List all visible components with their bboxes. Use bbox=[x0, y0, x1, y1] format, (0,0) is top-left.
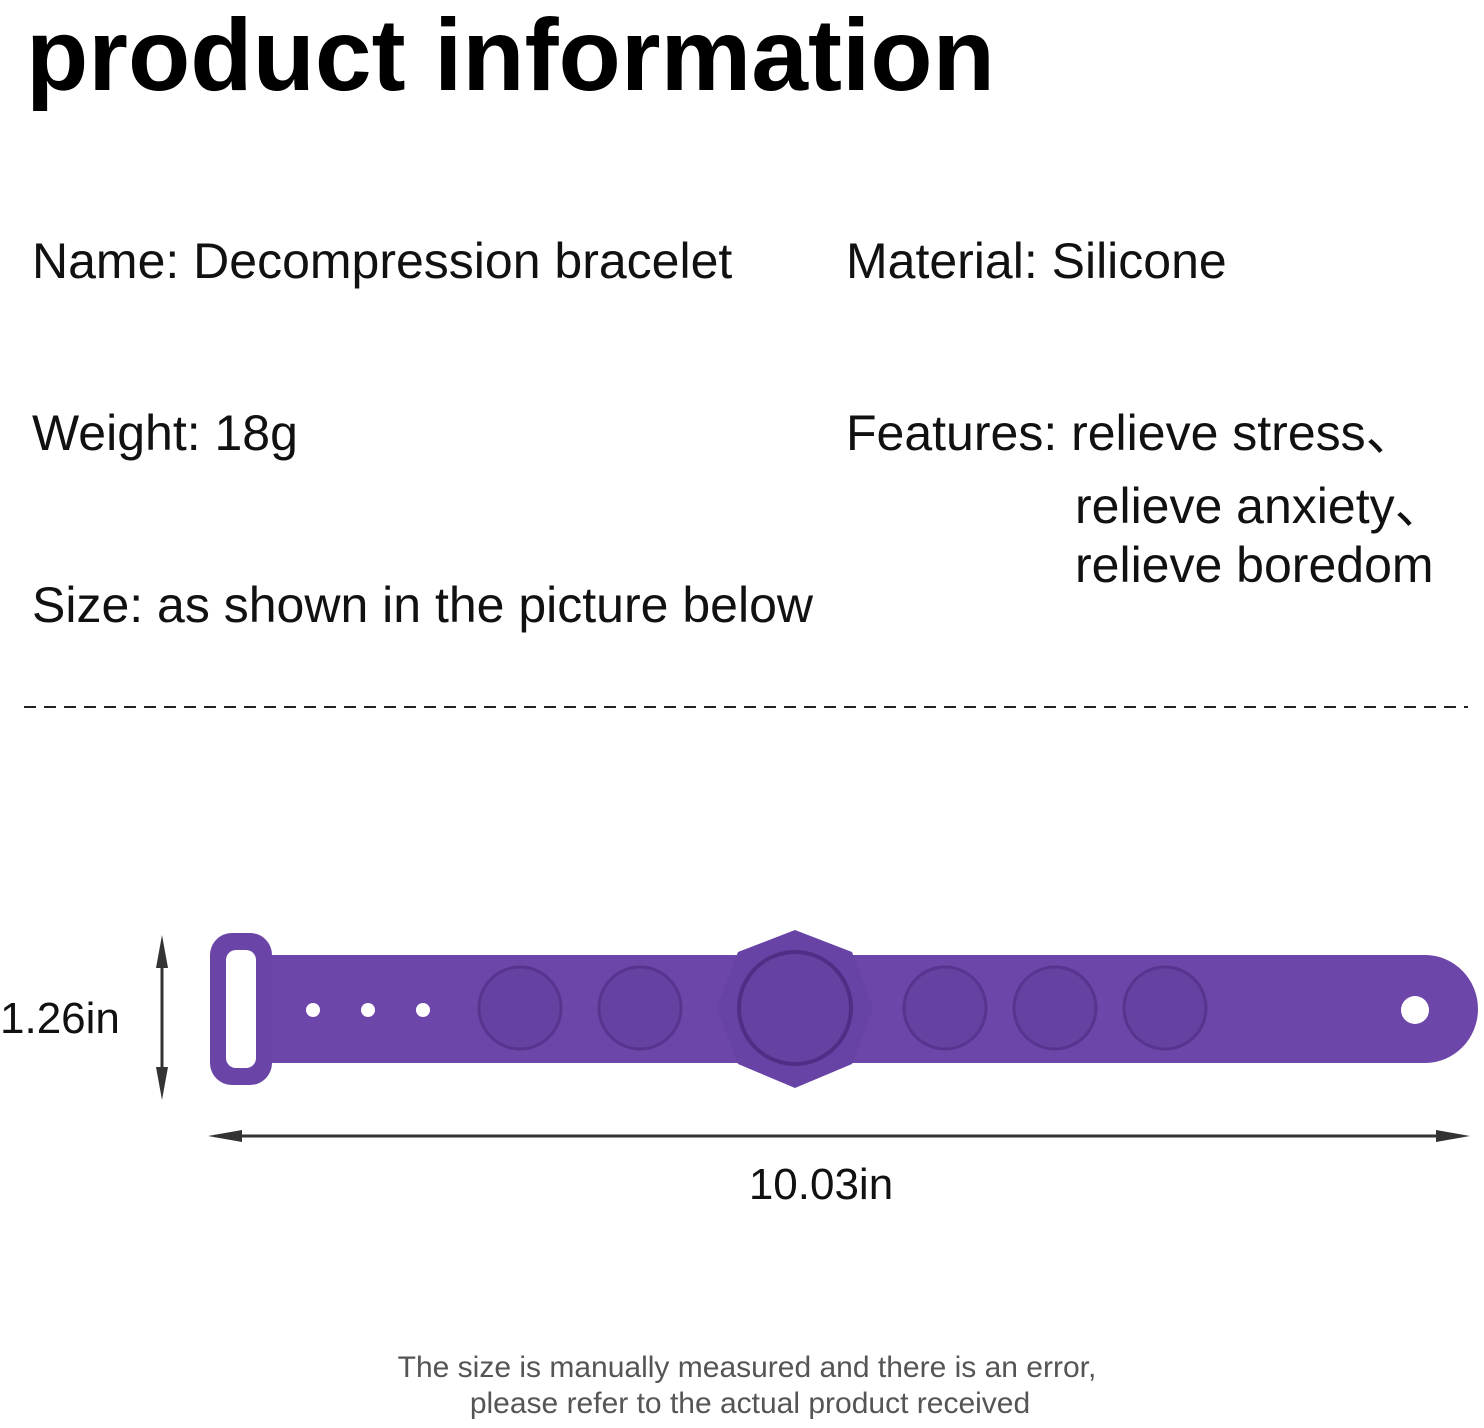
bubble bbox=[1122, 965, 1208, 1051]
buckle-hole bbox=[226, 950, 256, 1068]
bubble bbox=[737, 950, 853, 1066]
spec-weight: Weight: 18g bbox=[32, 405, 298, 461]
bubble bbox=[477, 965, 563, 1051]
width-label: 10.03in bbox=[749, 1160, 893, 1209]
bubble bbox=[1012, 965, 1098, 1051]
bubble bbox=[902, 965, 988, 1051]
height-arrow bbox=[156, 935, 168, 1100]
bracelet bbox=[210, 930, 1478, 1088]
note: please refer to the actual product recei… bbox=[470, 1387, 1030, 1420]
title: product information bbox=[26, 0, 995, 112]
hole bbox=[416, 1003, 430, 1017]
spec-features: relieve boredom bbox=[1075, 537, 1434, 593]
spec-features: Features: relieve stress、 bbox=[846, 405, 1416, 461]
spec-name: Name: Decompression bracelet bbox=[32, 233, 732, 289]
spec-features: relieve anxiety、 bbox=[1075, 478, 1445, 534]
height-label: 1.26in bbox=[0, 994, 120, 1043]
hole bbox=[361, 1003, 375, 1017]
spec-material: Material: Silicone bbox=[846, 233, 1227, 289]
width-arrow bbox=[208, 1130, 1470, 1142]
spec-size: Size: as shown in the picture below bbox=[32, 577, 814, 633]
note: The size is manually measured and there … bbox=[398, 1351, 1097, 1384]
hole bbox=[1401, 996, 1429, 1024]
hole bbox=[306, 1003, 320, 1017]
bubble bbox=[597, 965, 683, 1051]
